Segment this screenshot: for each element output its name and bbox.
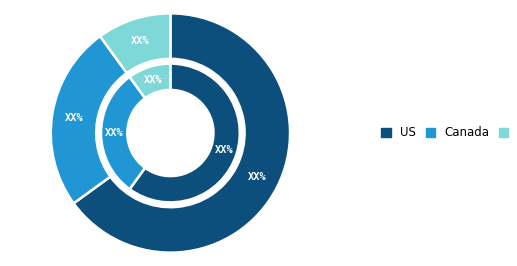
Text: XX%: XX%	[247, 172, 266, 182]
Wedge shape	[101, 77, 145, 189]
Legend: US, Canada, Mexico: US, Canada, Mexico	[378, 123, 517, 143]
Text: XX%: XX%	[144, 74, 162, 85]
Text: XX%: XX%	[65, 113, 84, 123]
Wedge shape	[130, 64, 240, 202]
Text: XX%: XX%	[131, 36, 150, 46]
Text: XX%: XX%	[105, 128, 124, 138]
Wedge shape	[100, 13, 171, 73]
Wedge shape	[51, 36, 127, 203]
Wedge shape	[130, 64, 171, 98]
Wedge shape	[73, 13, 290, 253]
Text: XX%: XX%	[215, 146, 233, 155]
